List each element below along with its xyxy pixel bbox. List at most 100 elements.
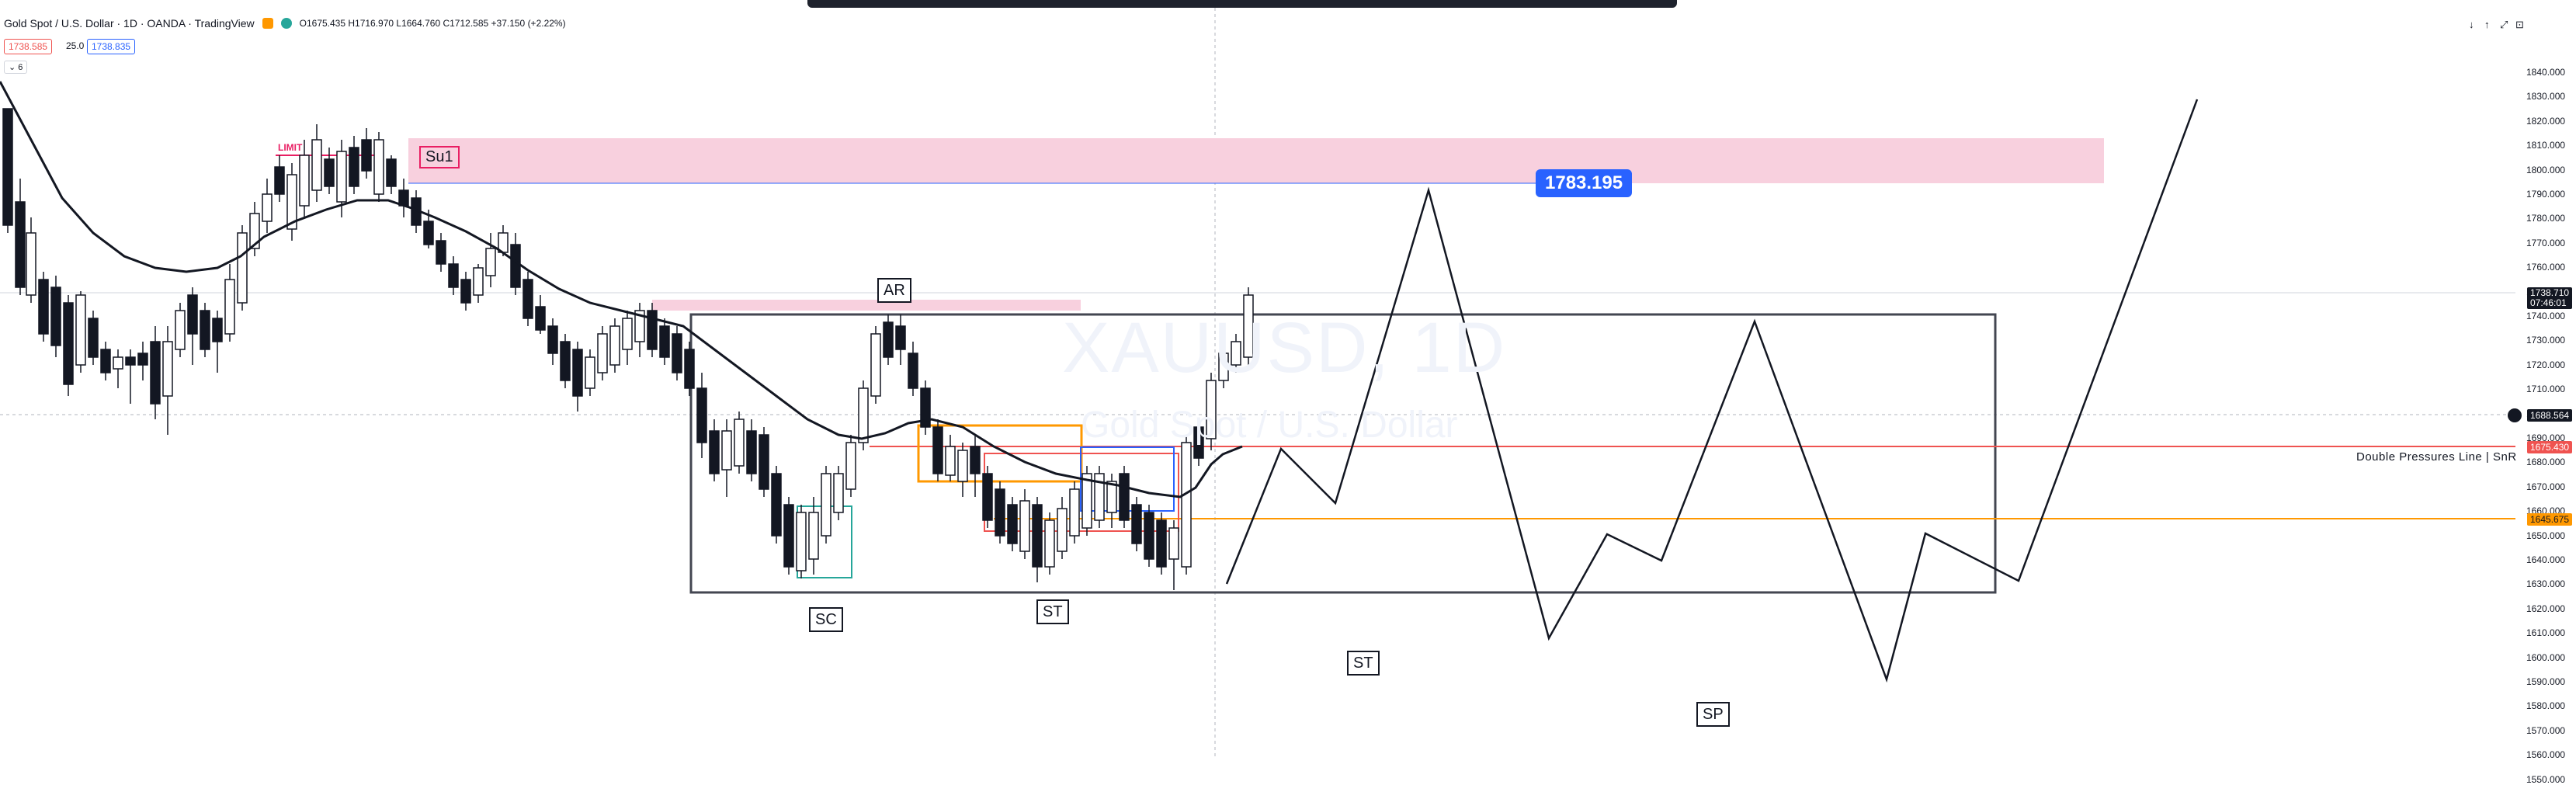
chevron-down-icon: ⌄ [9,63,19,72]
bullish-candle [858,387,869,443]
bullish-candle [957,450,968,482]
bullish-candle [237,232,248,304]
bullish-candle [311,139,322,191]
sell-price-button[interactable]: 1738.585 [4,39,53,54]
symbol-title[interactable]: Gold Spot / U.S. Dollar · 1D · OANDA · T… [4,17,255,30]
bearish-candle [1131,504,1142,544]
price-scale-label: 1610.000 [2526,627,2566,639]
spread-value: 25.0 [66,40,85,51]
price-scale-label: 1710.000 [2526,384,2566,395]
ar-label[interactable]: AR [877,278,911,303]
bearish-candle [50,287,61,346]
screenshot-icon[interactable]: ⊡ [2515,19,2524,30]
bearish-candle [932,426,943,474]
red-line-price-tag: 1675.430 [2527,441,2573,453]
price-target-bubble[interactable]: 1783.195 [1536,169,1633,197]
price-scale-label: 1810.000 [2526,140,2566,151]
bearish-candle [510,244,521,288]
bullish-candle [1019,500,1030,552]
price-scale-label: 1740.000 [2526,311,2566,321]
bearish-candle [386,158,397,187]
st-label-1[interactable]: ST [1036,599,1069,624]
bullish-candle [1057,508,1068,552]
fullscreen-icon[interactable]: ⤢ [2500,19,2508,30]
bearish-candle [1156,519,1167,568]
clock-icon[interactable] [2508,408,2522,422]
price-scale-label: 1640.000 [2526,554,2566,565]
bearish-candle [137,353,148,366]
bullish-candle [870,333,881,397]
bearish-candle [920,387,931,428]
bullish-candle [485,248,496,276]
bearish-candle [150,341,161,405]
bar-countdown: 07:46:01 [2530,297,2567,308]
scroll-down-icon[interactable]: ↓ [2469,19,2474,30]
symbol-header: Gold Spot / U.S. Dollar · 1D · OANDA · T… [4,17,566,30]
price-scale-label: 1680.000 [2526,457,2566,468]
bearish-candle [995,488,1005,537]
price-scale-label: 1780.000 [2526,213,2566,224]
watermark-description: Gold Spot / U.S. Dollar [1081,405,1458,446]
double-pressures-label: Double Pressures Line | SnR [2356,450,2517,464]
bullish-candle [249,213,260,249]
bearish-candle [684,349,695,389]
bearish-candle [659,325,670,358]
price-scale-label: 1790.000 [2526,189,2566,200]
bearish-candle [1193,426,1204,459]
bullish-candle [833,473,844,513]
price-scale-label: 1720.000 [2526,359,2566,370]
crosshair-price-tag: 1688.564 [2527,409,2573,422]
bullish-candle [286,174,297,230]
bearish-candle [672,333,682,373]
bullish-candle [162,341,173,397]
bullish-candle [299,155,310,207]
bullish-candle [609,325,620,366]
bearish-candle [200,310,210,350]
bullish-candle [113,356,123,370]
bullish-candle [1094,473,1105,521]
bearish-candle [187,294,198,335]
bullish-candle [224,279,235,335]
eye-icon[interactable] [280,18,292,29]
bearish-candle [2,108,13,226]
price-scale-label: 1550.000 [2526,773,2566,785]
supply-zone-su1 [408,138,2104,183]
bearish-candle [746,430,757,474]
supply-zone-ar [652,300,1081,311]
bearish-candle [349,147,359,187]
price-scale-label: 1650.000 [2526,530,2566,541]
su1-label[interactable]: Su1 [419,146,460,168]
bullish-candle [1044,519,1055,568]
bearish-candle [696,387,707,443]
bullish-candle [585,356,595,389]
buy-price-button[interactable]: 1738.835 [87,39,136,54]
drawing-toolbar[interactable] [807,0,1677,8]
indicator-toggle[interactable]: ⌄ 6 [4,61,28,74]
scroll-up-icon[interactable]: ↑ [2484,19,2490,30]
bearish-candle [759,434,769,490]
bullish-candle [945,446,956,476]
bearish-candle [883,321,894,358]
limit-label[interactable]: LIMIT [278,142,303,153]
chart-canvas[interactable] [0,0,2576,756]
bearish-candle [908,353,918,389]
sp-label[interactable]: SP [1696,702,1730,727]
bullish-candle [1069,488,1080,537]
st-label-2[interactable]: ST [1347,651,1380,676]
settings-icon[interactable] [262,18,273,29]
sc-label[interactable]: SC [809,607,843,632]
bullish-candle [1106,481,1117,513]
price-scale-label: 1730.000 [2526,335,2566,346]
bullish-candle [75,294,86,366]
price-scale-label: 1760.000 [2526,262,2566,273]
price-scale-label: 1840.000 [2526,67,2566,78]
bearish-candle [547,325,558,354]
bearish-candle [212,318,223,342]
bullish-candle [808,512,819,560]
price-scale-label: 1670.000 [2526,481,2566,492]
price-scale-label: 1630.000 [2526,578,2566,590]
bearish-candle [15,201,26,288]
bullish-candle [373,139,384,195]
price-scale-label: 1690.000 [2526,432,2566,443]
bearish-candle [709,430,720,474]
